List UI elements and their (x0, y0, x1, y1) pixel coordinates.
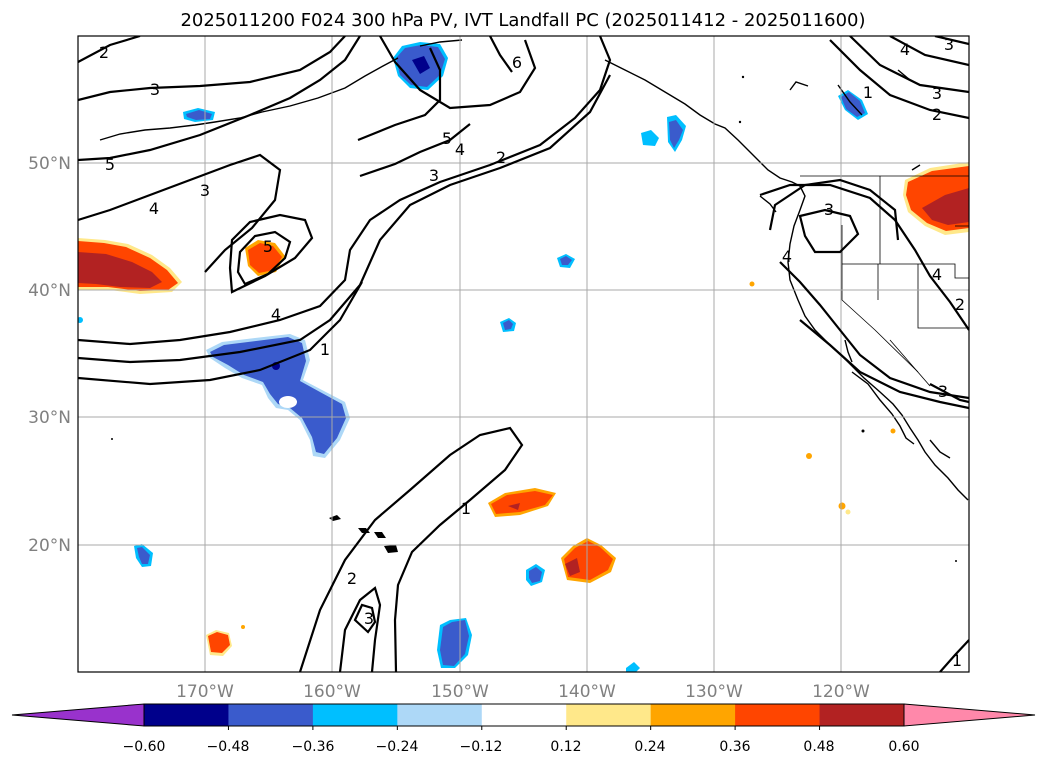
colorbar-segment (481, 704, 567, 726)
colorbar-tick-label: −0.36 (292, 739, 335, 755)
colorbar-frame (143, 703, 905, 727)
lat-label-20n: 20°N (28, 536, 71, 556)
lat-label-30n: 30°N (28, 408, 71, 428)
gridlines (78, 36, 969, 672)
contour-label: 1 (320, 340, 330, 359)
colorbar-segment (228, 704, 314, 726)
colorbar-segment (566, 704, 652, 726)
contour-label: 4 (455, 140, 465, 159)
colorbar-segment (397, 704, 483, 726)
contour-label: 1 (461, 499, 471, 518)
colorbar-tick-label: −0.48 (207, 739, 250, 755)
lon-label-130w: 130°W (685, 682, 743, 702)
colorbar-tick-label: 0.24 (634, 739, 665, 755)
lat-label-50n: 50°N (28, 154, 71, 174)
contour-label: 5 (105, 155, 115, 174)
colorbar-tick-label: 0.12 (550, 739, 581, 755)
colorbar-tick-label: 0.60 (888, 739, 919, 755)
contour-label: 2 (347, 569, 357, 588)
colorbar (11, 703, 1036, 730)
contour-label: 2 (99, 43, 109, 62)
contour-label: 4 (932, 265, 942, 284)
contour-label: 2 (496, 148, 506, 167)
contour-label: 3 (824, 200, 834, 219)
contour-label: 3 (932, 84, 942, 103)
contour-label: 3 (200, 181, 210, 200)
colorbar-extend-high (903, 703, 1036, 727)
lon-label-170w: 170°W (176, 682, 234, 702)
lon-label-120w: 120°W (812, 682, 870, 702)
colorbar-segment (312, 704, 398, 726)
lon-label-150w: 150°W (431, 682, 489, 702)
contour-label: 1 (863, 83, 873, 102)
colorbar-tick-label: 0.48 (803, 739, 834, 755)
contour-labels: 2 3 5 4 3 6 5 4 3 2 1 4 3 2 3 5 4 3 1 4 … (99, 35, 965, 670)
contour-label: 3 (150, 80, 160, 99)
contour-label: 4 (900, 40, 910, 59)
map-frame (77, 35, 970, 673)
islands (111, 75, 957, 562)
contour-label: 4 (271, 305, 281, 324)
lat-label-40n: 40°N (28, 281, 71, 301)
lon-label-140w: 140°W (558, 682, 616, 702)
contour-label: 6 (512, 53, 522, 72)
lon-labels: 170°W 160°W 150°W 140°W 130°W 120°W (176, 682, 870, 702)
contour-label: 5 (442, 129, 452, 148)
contour-label: 3 (364, 609, 374, 628)
contour-label: 1 (952, 651, 962, 670)
state-borders (800, 175, 969, 387)
contour-label: 5 (263, 237, 273, 256)
contour-label: 2 (955, 295, 965, 314)
colorbar-segment (144, 704, 229, 726)
colorbar-ticks: −0.60 −0.48 −0.36 −0.24 −0.12 0.12 0.24 … (123, 739, 920, 755)
lat-labels: 50°N 40°N 30°N 20°N (28, 154, 71, 556)
contour-label: 4 (782, 247, 792, 266)
contour-label: 3 (944, 35, 954, 54)
colorbar-tick-label: −0.24 (376, 739, 419, 755)
lon-label-160w: 160°W (303, 682, 361, 702)
contour-label: 3 (938, 382, 948, 401)
colorbar-segment (819, 704, 905, 726)
positive-anomaly-shading (78, 162, 969, 656)
colorbar-segment (650, 704, 736, 726)
colorbar-extend-low (11, 703, 145, 727)
contour-label: 3 (429, 166, 439, 185)
colorbar-tick-label: −0.60 (123, 739, 166, 755)
contour-label: 2 (932, 105, 942, 124)
colorbar-segment (735, 704, 821, 726)
colorbar-tick-label: 0.36 (719, 739, 750, 755)
pv-contours (78, 36, 969, 672)
colorbar-tick-label: −0.12 (460, 739, 503, 755)
contour-label: 4 (149, 199, 159, 218)
figure-title: 2025011200 F024 300 hPa PV, IVT Landfall… (180, 10, 865, 31)
